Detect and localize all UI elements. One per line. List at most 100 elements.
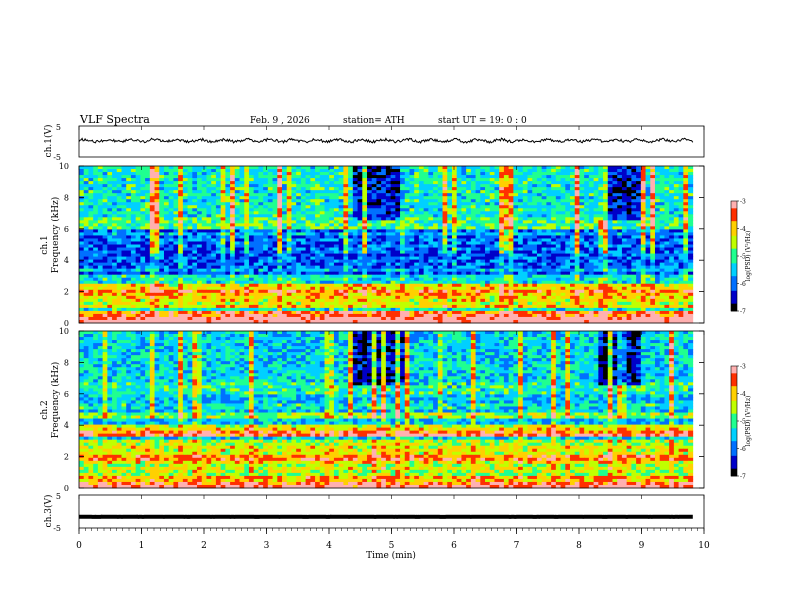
spectrogram-cell [116, 205, 122, 209]
spectrogram-cell [305, 256, 311, 260]
spectrogram-cell [433, 175, 439, 179]
spectrogram-cell [621, 205, 628, 209]
spectrogram-cell [659, 277, 665, 282]
spectrogram-cell [371, 244, 377, 248]
spectrogram-cell [409, 196, 415, 200]
spectrogram-cell [263, 265, 269, 270]
spectrogram-cell [390, 196, 396, 200]
spectrogram-cell [588, 214, 594, 218]
spectrogram-cell [329, 199, 335, 203]
spectrogram-cell [282, 208, 288, 212]
spectrogram-cell [560, 208, 566, 212]
spectrogram-cell [475, 235, 481, 239]
spectrogram-cell [508, 211, 514, 215]
spectrogram-cell [225, 172, 231, 176]
spectrogram-cell [253, 214, 259, 218]
spectrogram-cell [267, 232, 273, 236]
spectrogram-cell [319, 211, 325, 215]
spectrogram-cell [366, 238, 373, 242]
spectrogram-cell [536, 232, 543, 236]
spectrogram-cell [296, 274, 302, 279]
spectrogram-cell [451, 232, 458, 236]
spectrogram-cell [107, 256, 113, 260]
spectrogram-cell [631, 208, 637, 212]
spectrogram-cell [385, 175, 391, 179]
spectrogram-cell [239, 265, 245, 270]
spectrogram-cell [678, 205, 684, 209]
spectrogram-cell [461, 166, 467, 170]
spectrogram-cell [551, 247, 557, 251]
spectrogram-cell [234, 187, 240, 191]
spectrogram-cell [617, 256, 623, 260]
spectrogram-cell [400, 238, 406, 242]
spectrogram-cell [338, 277, 344, 282]
spectrogram-cell [418, 259, 425, 264]
spectrogram-cell [248, 268, 255, 273]
spectrogram-cell [536, 220, 543, 224]
spectrogram-cell [206, 265, 212, 270]
spectrogram-cell [112, 214, 118, 218]
spectrogram-cell [574, 232, 580, 236]
spectrogram-cell [154, 229, 160, 233]
spectrogram-cell [126, 166, 132, 170]
spectrogram-cell [83, 205, 89, 209]
spectrogram-cell [239, 181, 245, 185]
spectrogram-cell [277, 250, 283, 254]
spectrogram-cell [343, 277, 349, 282]
spectrogram-cell [329, 187, 335, 191]
spectrogram-cell [428, 223, 434, 227]
spectrogram-cell [173, 166, 179, 170]
spectrogram-cell [140, 166, 146, 170]
spectrogram-cell [518, 193, 524, 197]
spectrogram-cell [385, 199, 391, 203]
spectrogram-cell [409, 166, 415, 170]
spectrogram-cell [145, 259, 151, 264]
spectrogram-cell [574, 271, 580, 276]
spectrogram-cell [88, 184, 94, 188]
spectrogram-cell [541, 208, 547, 212]
spectrogram-cell [149, 274, 155, 279]
spectrogram-cell [215, 253, 222, 257]
spectrogram-cell [154, 166, 160, 170]
spectrogram-cell [612, 205, 618, 209]
spectrogram-cell [258, 250, 264, 254]
spectrogram-cell [546, 268, 552, 273]
spectrogram-cell [258, 226, 264, 230]
spectrogram-cell [541, 202, 547, 206]
spectrogram-cell [527, 205, 533, 209]
spectrogram-cell [234, 181, 240, 185]
spectrogram-cell [645, 256, 651, 260]
spectrogram-cell [267, 241, 273, 245]
spectrogram-cell [423, 244, 429, 248]
spectrogram-cell [159, 223, 165, 227]
spectrogram-cell [291, 205, 297, 209]
spectrogram-cell [93, 277, 99, 282]
spectrogram-cell [201, 262, 207, 267]
spectrogram-cell [366, 169, 373, 173]
spectrogram-cell [451, 181, 458, 185]
spectrogram-cell [390, 226, 396, 230]
spectrogram-cell [683, 175, 689, 179]
spectrogram-cell [565, 205, 571, 209]
spectrogram-cell [584, 271, 590, 276]
spectrogram-cell [102, 235, 108, 239]
spectrogram-cell [688, 205, 694, 209]
spectrogram-cell [433, 199, 439, 203]
spectrogram-cell [536, 181, 543, 185]
spectrogram-cell [366, 202, 373, 206]
spectrogram-cell [664, 220, 670, 224]
spectrogram-cell [409, 271, 415, 276]
spectrogram-cell [324, 199, 330, 203]
spectrogram-cell [263, 199, 269, 203]
spectrogram-cell [447, 193, 453, 197]
spectrogram-cell [574, 268, 580, 273]
spectrogram-cell [258, 205, 264, 209]
spectrogram-cell [603, 238, 609, 242]
spectrogram-cell [654, 253, 661, 257]
spectrogram-cell [418, 271, 425, 276]
spectrogram-cell [296, 277, 302, 282]
spectrogram-cell [574, 190, 580, 194]
spectrogram-cell [244, 169, 250, 173]
spectrogram-cell [631, 184, 637, 188]
spectrogram-cell [272, 175, 278, 179]
